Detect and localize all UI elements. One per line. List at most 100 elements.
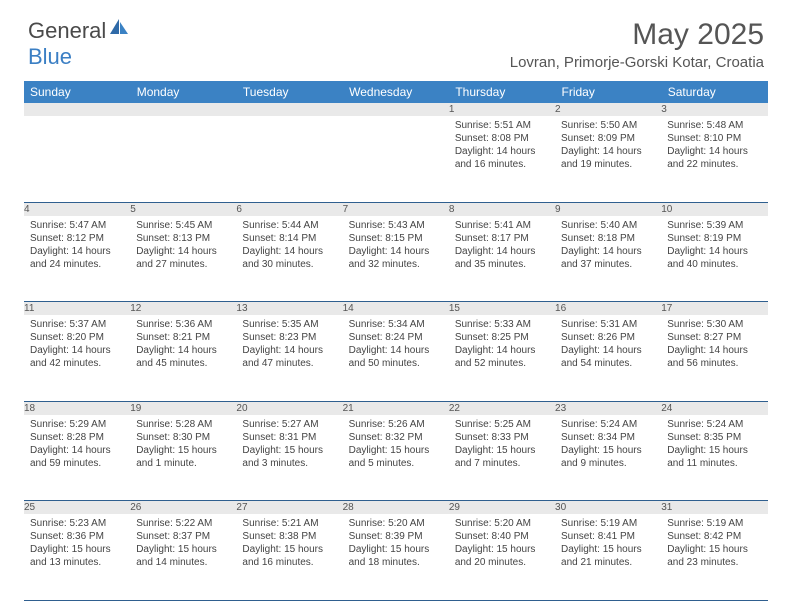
day-number: 25 — [24, 501, 130, 515]
sunrise-text: Sunrise: 5:44 AM — [242, 219, 336, 232]
daylight-line1: Daylight: 14 hours — [349, 245, 443, 258]
daylight-line1: Daylight: 14 hours — [561, 344, 655, 357]
week-daynum-row: 25262728293031 — [24, 501, 768, 515]
daylight-line2: and 45 minutes. — [136, 357, 230, 370]
sunset-text: Sunset: 8:14 PM — [242, 232, 336, 245]
daylight-line2: and 11 minutes. — [667, 457, 761, 470]
sunrise-text: Sunrise: 5:25 AM — [455, 418, 549, 431]
daylight-line2: and 42 minutes. — [30, 357, 124, 370]
sunrise-text: Sunrise: 5:34 AM — [349, 318, 443, 331]
sunrise-text: Sunrise: 5:50 AM — [561, 119, 655, 132]
day-cell: Sunrise: 5:21 AMSunset: 8:38 PMDaylight:… — [236, 514, 342, 600]
sunset-text: Sunset: 8:27 PM — [667, 331, 761, 344]
sunset-text: Sunset: 8:19 PM — [667, 232, 761, 245]
month-title: May 2025 — [510, 18, 764, 52]
sunset-text: Sunset: 8:08 PM — [455, 132, 549, 145]
day-number: 26 — [130, 501, 236, 515]
daylight-line1: Daylight: 14 hours — [667, 145, 761, 158]
sunrise-text: Sunrise: 5:40 AM — [561, 219, 655, 232]
sunrise-text: Sunrise: 5:31 AM — [561, 318, 655, 331]
sunrise-text: Sunrise: 5:20 AM — [455, 517, 549, 530]
daylight-line1: Daylight: 15 hours — [136, 543, 230, 556]
sunrise-text: Sunrise: 5:24 AM — [561, 418, 655, 431]
empty-day — [24, 103, 130, 116]
daylight-line2: and 20 minutes. — [455, 556, 549, 569]
daylight-line2: and 21 minutes. — [561, 556, 655, 569]
day-number: 16 — [555, 302, 661, 316]
day-cell: Sunrise: 5:31 AMSunset: 8:26 PMDaylight:… — [555, 315, 661, 401]
daylight-line1: Daylight: 15 hours — [30, 543, 124, 556]
sunrise-text: Sunrise: 5:36 AM — [136, 318, 230, 331]
sunset-text: Sunset: 8:30 PM — [136, 431, 230, 444]
day-cell: Sunrise: 5:25 AMSunset: 8:33 PMDaylight:… — [449, 415, 555, 501]
daylight-line2: and 19 minutes. — [561, 158, 655, 171]
daylight-line1: Daylight: 14 hours — [667, 344, 761, 357]
daylight-line1: Daylight: 14 hours — [667, 245, 761, 258]
sunrise-text: Sunrise: 5:45 AM — [136, 219, 230, 232]
daylight-line2: and 16 minutes. — [455, 158, 549, 171]
sunrise-text: Sunrise: 5:19 AM — [667, 517, 761, 530]
day-cell: Sunrise: 5:24 AMSunset: 8:35 PMDaylight:… — [661, 415, 767, 501]
sunrise-text: Sunrise: 5:29 AM — [30, 418, 124, 431]
sunset-text: Sunset: 8:40 PM — [455, 530, 549, 543]
day-number: 27 — [236, 501, 342, 515]
day-number: 20 — [236, 401, 342, 415]
day-number: 11 — [24, 302, 130, 316]
location-text: Lovran, Primorje-Gorski Kotar, Croatia — [510, 54, 764, 71]
empty-cell — [343, 116, 449, 202]
sunset-text: Sunset: 8:32 PM — [349, 431, 443, 444]
calendar-table: SundayMondayTuesdayWednesdayThursdayFrid… — [24, 81, 768, 601]
day-number: 29 — [449, 501, 555, 515]
daylight-line1: Daylight: 14 hours — [349, 344, 443, 357]
sunset-text: Sunset: 8:33 PM — [455, 431, 549, 444]
day-cell: Sunrise: 5:23 AMSunset: 8:36 PMDaylight:… — [24, 514, 130, 600]
daylight-line1: Daylight: 14 hours — [136, 245, 230, 258]
day-cell: Sunrise: 5:47 AMSunset: 8:12 PMDaylight:… — [24, 216, 130, 302]
day-number: 10 — [661, 202, 767, 216]
daylight-line1: Daylight: 14 hours — [242, 245, 336, 258]
sunset-text: Sunset: 8:20 PM — [30, 331, 124, 344]
day-cell: Sunrise: 5:19 AMSunset: 8:42 PMDaylight:… — [661, 514, 767, 600]
daylight-line1: Daylight: 14 hours — [30, 444, 124, 457]
day-number: 2 — [555, 103, 661, 116]
day-number: 30 — [555, 501, 661, 515]
day-number: 7 — [343, 202, 449, 216]
brand-part1: General — [28, 18, 106, 44]
sunrise-text: Sunrise: 5:20 AM — [349, 517, 443, 530]
day-cell: Sunrise: 5:33 AMSunset: 8:25 PMDaylight:… — [449, 315, 555, 401]
sunset-text: Sunset: 8:34 PM — [561, 431, 655, 444]
daylight-line2: and 59 minutes. — [30, 457, 124, 470]
day-cell: Sunrise: 5:34 AMSunset: 8:24 PMDaylight:… — [343, 315, 449, 401]
empty-cell — [130, 116, 236, 202]
weekday-header: Thursday — [449, 81, 555, 103]
day-cell: Sunrise: 5:26 AMSunset: 8:32 PMDaylight:… — [343, 415, 449, 501]
daylight-line1: Daylight: 14 hours — [30, 245, 124, 258]
day-number: 14 — [343, 302, 449, 316]
empty-cell — [24, 116, 130, 202]
day-number: 23 — [555, 401, 661, 415]
day-number: 1 — [449, 103, 555, 116]
sunset-text: Sunset: 8:37 PM — [136, 530, 230, 543]
sunset-text: Sunset: 8:10 PM — [667, 132, 761, 145]
sunrise-text: Sunrise: 5:37 AM — [30, 318, 124, 331]
daylight-line1: Daylight: 15 hours — [136, 444, 230, 457]
daylight-line1: Daylight: 15 hours — [561, 543, 655, 556]
day-cell: Sunrise: 5:43 AMSunset: 8:15 PMDaylight:… — [343, 216, 449, 302]
sunrise-text: Sunrise: 5:22 AM — [136, 517, 230, 530]
daylight-line2: and 23 minutes. — [667, 556, 761, 569]
sunrise-text: Sunrise: 5:21 AM — [242, 517, 336, 530]
daylight-line2: and 54 minutes. — [561, 357, 655, 370]
sunrise-text: Sunrise: 5:19 AM — [561, 517, 655, 530]
daylight-line2: and 27 minutes. — [136, 258, 230, 271]
week-daynum-row: 11121314151617 — [24, 302, 768, 316]
sunrise-text: Sunrise: 5:30 AM — [667, 318, 761, 331]
daylight-line2: and 56 minutes. — [667, 357, 761, 370]
empty-day — [343, 103, 449, 116]
title-block: May 2025 Lovran, Primorje-Gorski Kotar, … — [510, 18, 764, 71]
daylight-line2: and 30 minutes. — [242, 258, 336, 271]
brand-part2: Blue — [28, 44, 72, 70]
day-cell: Sunrise: 5:41 AMSunset: 8:17 PMDaylight:… — [449, 216, 555, 302]
day-number: 5 — [130, 202, 236, 216]
daylight-line1: Daylight: 15 hours — [667, 543, 761, 556]
daylight-line2: and 9 minutes. — [561, 457, 655, 470]
